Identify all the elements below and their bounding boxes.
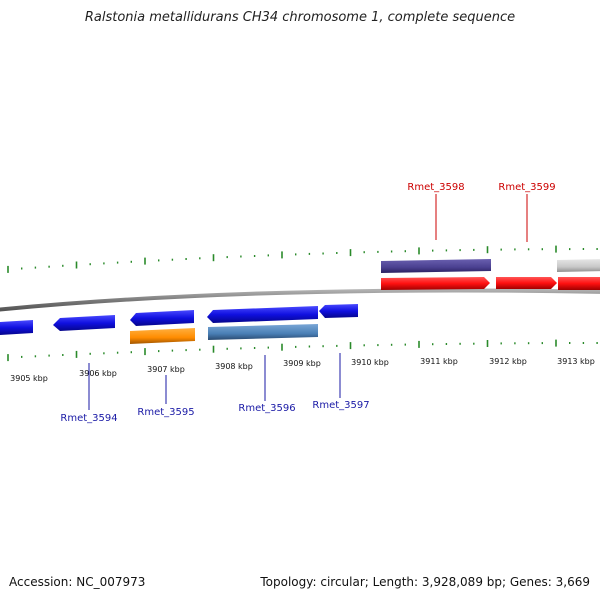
gene-red-arrow-rmet-3598 (381, 277, 490, 290)
gene-steelblue-bar (208, 324, 318, 340)
genome-summary: Topology: circular; Length: 3,928,089 bp… (260, 575, 590, 589)
gene-label-rmet-3595: Rmet_3595 (137, 407, 194, 418)
scale-label: 3905 kbp (10, 374, 48, 383)
gene-label-rmet-3597: Rmet_3597 (312, 400, 369, 411)
scale-label: 3907 kbp (147, 365, 185, 374)
gene-blue-arrow-1 (0, 320, 33, 335)
gene-blue-arrow-rmet-3595 (130, 310, 194, 326)
gene-label-rmet-3596: Rmet_3596 (238, 403, 295, 414)
accession-label: Accession: NC_007973 (9, 575, 146, 589)
gene-grey-bar (557, 259, 600, 272)
scale-label: 3911 kbp (420, 357, 458, 366)
scale-label: 3910 kbp (351, 358, 389, 367)
gene-purple-bar (381, 259, 491, 273)
gene-blue-arrow-rmet-3597 (319, 304, 358, 318)
gene-orange-bar (130, 328, 195, 344)
scale-label: 3909 kbp (283, 359, 321, 368)
scale-label: 3912 kbp (489, 357, 527, 366)
gene-label-rmet-3594: Rmet_3594 (60, 413, 117, 424)
gene-blue-arrow-rmet-3594 (53, 315, 115, 331)
gene-label-rmet-3598: Rmet_3598 (407, 182, 464, 193)
scale-label: 3908 kbp (215, 362, 253, 371)
gene-callouts-bottom: Rmet_3594 Rmet_3595 Rmet_3596 Rmet_3597 (60, 353, 370, 424)
scale-labels: 3905 kbp 3906 kbp 3907 kbp 3908 kbp 3909… (10, 357, 595, 383)
scale-label: 3913 kbp (557, 357, 595, 366)
page-title: Ralstonia metallidurans CH34 chromosome … (84, 10, 516, 25)
outer-tick-ring (7, 245, 598, 273)
gene-track-bottom (0, 304, 358, 344)
gene-track-top (381, 259, 600, 290)
inner-tick-ring (7, 339, 598, 362)
chromosome-backbone (0, 288, 600, 312)
gene-red-arrow-rmet-3599 (496, 277, 557, 289)
gene-label-rmet-3599: Rmet_3599 (498, 182, 555, 193)
gene-blue-arrow-rmet-3596 (207, 306, 318, 323)
gene-red-arrow-partial (558, 277, 600, 290)
gene-callouts-top: Rmet_3598 Rmet_3599 (407, 182, 556, 242)
scale-label: 3906 kbp (79, 369, 117, 378)
